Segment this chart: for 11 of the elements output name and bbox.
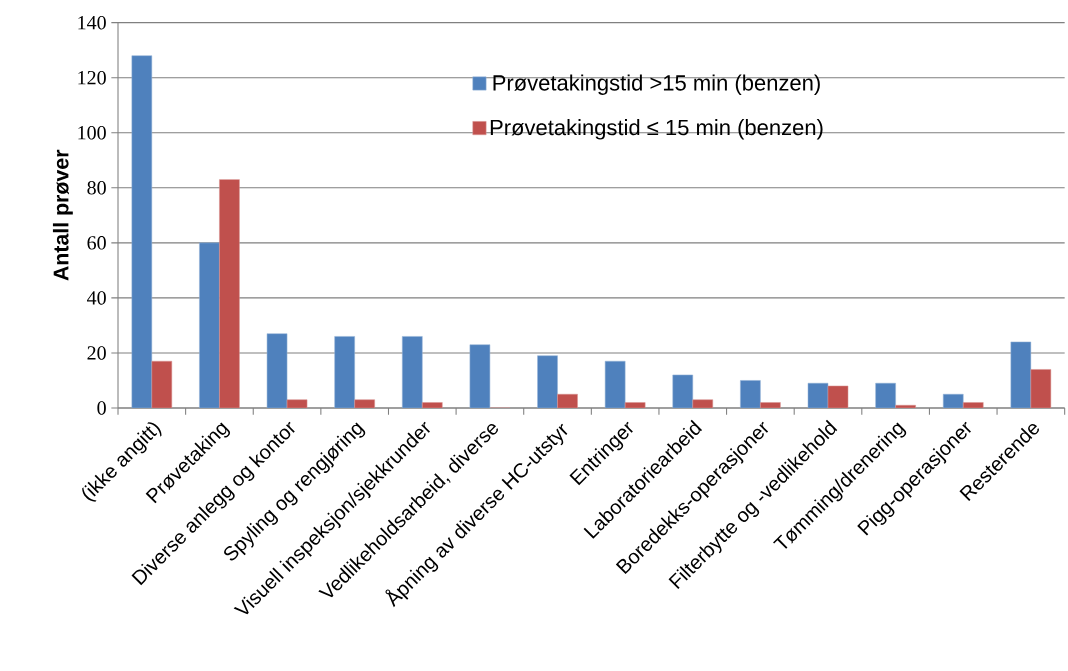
y-tick-label: 120 xyxy=(78,71,106,85)
y-tick-label: 40 xyxy=(87,291,106,305)
y-axis-title: Antall prøver xyxy=(52,150,73,281)
legend-label: Prøvetakingstid ≤ 15 min (benzen) xyxy=(490,119,823,140)
y-tick-label: 0 xyxy=(97,401,106,415)
y-tick-label: 140 xyxy=(78,16,106,30)
y-tick-label: 20 xyxy=(87,346,106,360)
y-tick-label: 60 xyxy=(87,236,106,250)
legend-label: Prøvetakingstid >15 min (benzen) xyxy=(493,74,820,96)
y-tick-label: 100 xyxy=(78,126,106,140)
y-tick-label: 80 xyxy=(87,181,106,195)
